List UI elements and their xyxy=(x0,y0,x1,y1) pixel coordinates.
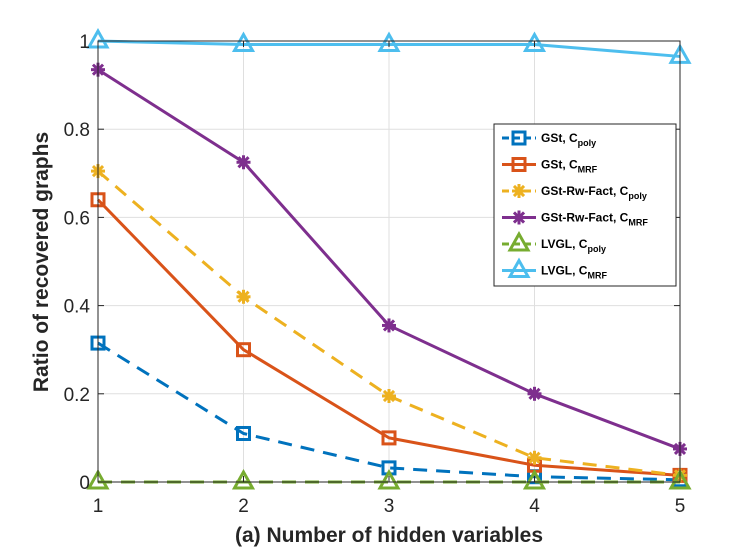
data-point xyxy=(236,342,251,358)
legend-marker xyxy=(507,257,531,278)
x-tick-label: 3 xyxy=(384,496,395,517)
series-layer xyxy=(86,27,692,490)
legend-marker xyxy=(512,210,526,225)
legend-label: LVGL, Cpoly xyxy=(541,237,606,254)
data-point xyxy=(86,468,110,490)
y-axis-label: Ratio of recovered graphs xyxy=(30,132,53,392)
data-point xyxy=(231,468,256,490)
data-point xyxy=(668,468,692,490)
data-point xyxy=(527,450,542,465)
legend-label: GSt-Rw-Fact, CMRF xyxy=(541,211,648,228)
legend-marker xyxy=(511,130,527,146)
series-line xyxy=(97,341,681,482)
data-point xyxy=(522,468,547,490)
data-point xyxy=(236,425,251,441)
y-tick-label: 0.2 xyxy=(64,385,90,406)
data-point xyxy=(236,155,251,170)
y-tick-label: 1 xyxy=(79,32,90,53)
legend-label: GSt-Rw-Fact, Cpoly xyxy=(541,184,647,201)
data-point xyxy=(527,386,542,401)
data-point xyxy=(382,389,396,404)
y-tick-label: 0 xyxy=(79,473,90,494)
legend-box xyxy=(493,123,677,287)
legend-marker xyxy=(512,184,526,198)
x-tick-label: 1 xyxy=(93,496,104,517)
data-point xyxy=(377,468,401,490)
data-point xyxy=(377,31,401,53)
legend-entry: GSt-Rw-Fact, CMRF xyxy=(502,210,648,228)
x-axis-label: (a) Number of hidden variables xyxy=(235,524,543,547)
data-point xyxy=(522,31,547,53)
legend-entry: GSt, Cpoly xyxy=(502,130,596,148)
x-tick-label: 4 xyxy=(529,496,540,517)
legend-label: GSt, Cpoly xyxy=(541,131,596,148)
legend-entry: GSt-Rw-Fact, Cpoly xyxy=(502,184,647,201)
series-line xyxy=(96,198,681,477)
legend-entry: LVGL, Cpoly xyxy=(502,230,606,254)
axis-ticks: 1 2 3 4 5 0 0.2 0.4 0.6 0.8 1 xyxy=(64,32,686,517)
data-point xyxy=(382,318,396,333)
legend-entry: LVGL, CMRF xyxy=(502,257,607,281)
y-tick-label: 0.8 xyxy=(64,120,90,141)
data-point xyxy=(381,430,397,446)
legend-label: GSt, CMRF xyxy=(541,158,598,175)
x-tick-label: 2 xyxy=(238,496,249,517)
x-tick-label: 5 xyxy=(675,496,686,517)
legend: GSt, Cpoly GSt, CMRF GSt-Rw-Fact, Cpoly GSt… xyxy=(493,123,677,287)
y-tick-label: 0.6 xyxy=(64,208,90,229)
legend-marker xyxy=(511,157,527,172)
data-point xyxy=(236,289,251,304)
y-tick-label: 0.4 xyxy=(64,297,91,318)
legend-label: LVGL, CMRF xyxy=(541,264,607,281)
legend-marker xyxy=(507,230,531,252)
legend-entry: GSt, CMRF xyxy=(502,157,598,175)
data-point xyxy=(231,31,256,53)
series-3 xyxy=(91,62,687,456)
